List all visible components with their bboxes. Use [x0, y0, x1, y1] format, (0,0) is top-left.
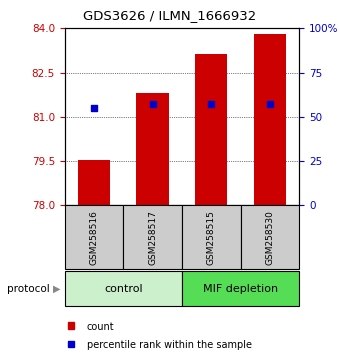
Text: percentile rank within the sample: percentile rank within the sample [87, 340, 252, 350]
Text: MIF depletion: MIF depletion [203, 284, 278, 293]
Bar [195, 54, 227, 205]
Text: GSM258515: GSM258515 [207, 210, 216, 265]
Text: control: control [104, 284, 142, 293]
FancyBboxPatch shape [123, 205, 182, 269]
Bar [68, 341, 74, 347]
FancyBboxPatch shape [65, 205, 123, 269]
FancyBboxPatch shape [182, 271, 299, 306]
Bar [136, 93, 169, 205]
Point [150, 102, 155, 107]
Text: GDS3626 / ILMN_1666932: GDS3626 / ILMN_1666932 [83, 9, 257, 22]
Bar [68, 322, 74, 329]
Text: ▶: ▶ [53, 284, 60, 293]
Point [208, 102, 214, 107]
Text: GSM258517: GSM258517 [148, 210, 157, 265]
Point [91, 105, 97, 111]
Text: count: count [87, 322, 114, 332]
FancyBboxPatch shape [65, 271, 182, 306]
Bar [78, 160, 110, 205]
Text: protocol: protocol [7, 284, 50, 293]
Bar [254, 34, 286, 205]
FancyBboxPatch shape [182, 205, 241, 269]
Point [267, 102, 273, 107]
Text: GSM258530: GSM258530 [266, 210, 274, 265]
FancyBboxPatch shape [241, 205, 299, 269]
Text: GSM258516: GSM258516 [89, 210, 98, 265]
